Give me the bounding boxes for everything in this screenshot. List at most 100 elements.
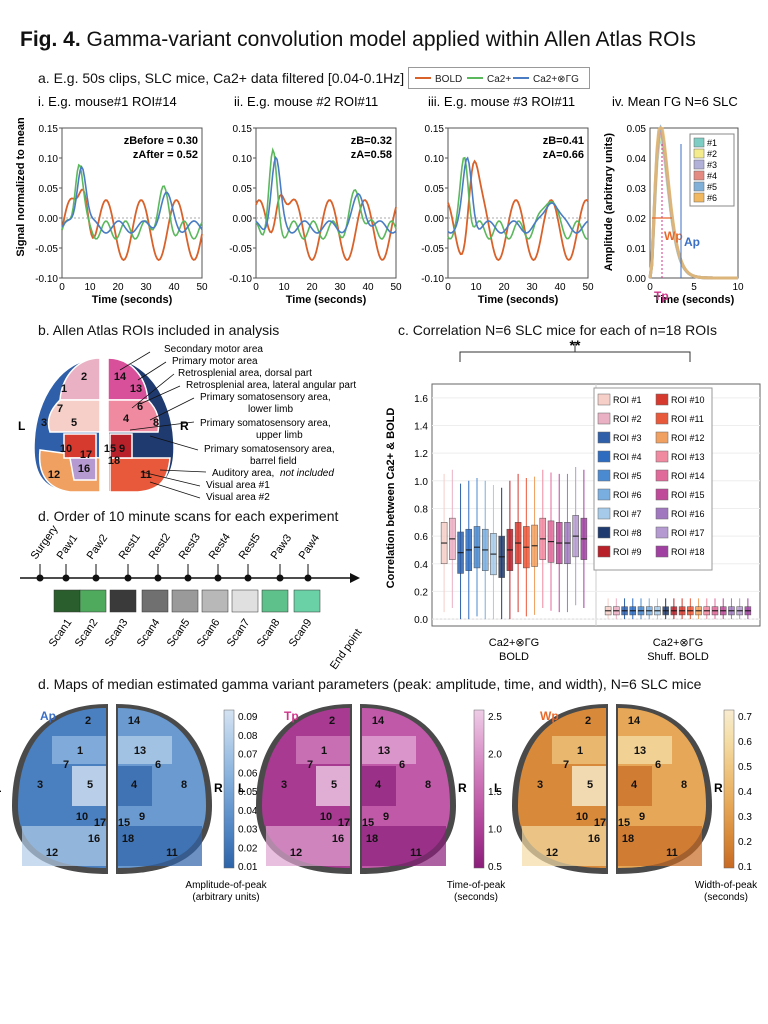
map-wp-roi-9: 9 bbox=[639, 811, 645, 823]
trace-conv-ii bbox=[255, 155, 397, 234]
roi-number-2: 2 bbox=[81, 371, 87, 383]
c-legend-label-3: ROI #3 bbox=[613, 433, 642, 443]
c-legend-label-10: ROI #10 bbox=[671, 395, 705, 405]
figure-title: Fig. 4. Gamma-variant convolution model … bbox=[20, 28, 696, 51]
iv-ap-label: Ap bbox=[684, 235, 700, 249]
subpanel-title-ii: ii. E.g. mouse #2 ROI#11 bbox=[234, 94, 378, 109]
roi-leader-4 bbox=[149, 397, 195, 421]
roi-label-5: lower limb bbox=[248, 404, 293, 415]
event-label-6: Rest4 bbox=[207, 531, 233, 561]
iv-legend-swatch-1 bbox=[693, 137, 705, 148]
map-wp-roi-11: 11 bbox=[666, 847, 678, 859]
scan-block-6 bbox=[201, 589, 229, 613]
colorbar-tp-tick-0: 2.5 bbox=[488, 712, 502, 723]
map-wp-roi-14: 14 bbox=[628, 715, 641, 727]
c-legend-label-9: ROI #9 bbox=[613, 547, 642, 557]
roi-label-6: Primary somatosensory area, bbox=[200, 418, 331, 429]
map-ap-region-f bbox=[118, 826, 202, 866]
c-legend-swatch-3 bbox=[597, 431, 611, 444]
roi-area-1 bbox=[47, 399, 101, 433]
event-label-1: Paw1 bbox=[55, 532, 81, 561]
iv-legend-label-1: #1 bbox=[707, 138, 717, 148]
roi-leader-1 bbox=[137, 361, 167, 381]
c-legend-swatch-10 bbox=[655, 393, 669, 406]
roi-label-3: Retrosplenial area, lateral angular part bbox=[186, 380, 356, 391]
colorbar-ap bbox=[223, 709, 235, 869]
iv-ytick-0: 0.05 bbox=[627, 124, 647, 135]
subpanel-title-iii: iii. E.g. mouse #3 ROI#11 bbox=[428, 94, 575, 109]
map-ap-roi-7: 7 bbox=[63, 759, 69, 771]
xtick-i-5: 50 bbox=[196, 282, 208, 293]
event-label-3: Rest1 bbox=[117, 531, 143, 561]
group2-label-line1: Ca2+⊗ΓG bbox=[653, 637, 703, 649]
roi-number-12: 12 bbox=[48, 469, 60, 481]
map-tp-region-f bbox=[362, 826, 446, 866]
iv-ytick-1: 0.04 bbox=[627, 154, 647, 165]
panel-a-heading: a. E.g. 50s clips, SLC mice, Ca2+ data f… bbox=[38, 70, 405, 86]
map-ap-roi-8: 8 bbox=[181, 779, 187, 791]
c-legend-label-14: ROI #14 bbox=[671, 471, 705, 481]
c-legend-swatch-12 bbox=[655, 431, 669, 444]
map-wp-roi-13: 13 bbox=[634, 745, 646, 757]
roi-number-5: 5 bbox=[71, 417, 77, 429]
ytick-i-5: -0.10 bbox=[35, 274, 58, 285]
ytick-i-1: 0.10 bbox=[39, 154, 59, 165]
scan-block-3 bbox=[109, 589, 137, 613]
iv-legend-label-2: #2 bbox=[707, 149, 717, 159]
z-after-iii: zA=0.66 bbox=[543, 149, 584, 161]
roi-area-9 bbox=[109, 433, 133, 459]
scan-label-9: Scan9 bbox=[287, 617, 315, 649]
map-ap-region-a bbox=[52, 736, 106, 764]
map-ap-roi-13: 13 bbox=[134, 745, 146, 757]
xtick-iii-4: 40 bbox=[554, 282, 566, 293]
z-after-i: zAfter = 0.52 bbox=[133, 149, 198, 161]
xtick-i-3: 30 bbox=[140, 282, 152, 293]
scan-label-5: Scan5 bbox=[165, 617, 193, 649]
scan-label-3: Scan3 bbox=[103, 617, 131, 649]
xtick-iii-3: 30 bbox=[526, 282, 538, 293]
colorbar-ap-tick-6: 0.03 bbox=[238, 825, 258, 836]
ytick-iii-2: 0.05 bbox=[425, 184, 445, 195]
ytick-iii-1: 0.10 bbox=[425, 154, 445, 165]
c-legend-label-18: ROI #18 bbox=[671, 547, 705, 557]
map-wp-region-e bbox=[522, 826, 606, 866]
event-label-8: Paw3 bbox=[269, 532, 295, 561]
colorbar-wp-label-2: (seconds) bbox=[704, 892, 748, 903]
significance-marker: ** bbox=[570, 338, 581, 353]
subpanel-title-iv: iv. Mean ΓG N=6 SLC bbox=[612, 94, 738, 109]
c-legend-swatch-2 bbox=[597, 412, 611, 425]
roi-number-18: 18 bbox=[108, 455, 120, 467]
panel-a-plots: Signal normalized to mean i. E.g. mouse#1… bbox=[15, 94, 744, 306]
map-wp-roi-1: 1 bbox=[577, 745, 583, 757]
map-wp-roi-12: 12 bbox=[546, 847, 558, 859]
c-legend-swatch-9 bbox=[597, 545, 611, 558]
map-ap-roi-16: 16 bbox=[88, 833, 100, 845]
map-tp-roi-16: 16 bbox=[332, 833, 344, 845]
scan-label-7: Scan7 bbox=[225, 617, 253, 649]
map-wp-roi-15: 15 bbox=[618, 817, 630, 829]
colorbar-ap-tick-7: 0.02 bbox=[238, 843, 258, 854]
panel-d-maps: 214113763854109171516181211LRAp0.090.080… bbox=[0, 704, 758, 903]
iv-ytick-5: 0.00 bbox=[627, 274, 647, 285]
c-ytick-4: 0.8 bbox=[414, 504, 428, 515]
ytick-ii-3: 0.00 bbox=[233, 214, 253, 225]
colorbar-ap-tick-4: 0.05 bbox=[238, 787, 258, 798]
scan-block-9 bbox=[293, 589, 321, 613]
xtick-iii-1: 10 bbox=[470, 282, 482, 293]
ytick-ii-2: 0.05 bbox=[233, 184, 253, 195]
colorbar-ap-tick-8: 0.01 bbox=[238, 862, 258, 873]
scan-block-5 bbox=[171, 589, 199, 613]
c-ytick-3: 1.0 bbox=[414, 477, 428, 488]
map-tp-roi-3: 3 bbox=[281, 779, 287, 791]
map-tp-roi-14: 14 bbox=[372, 715, 385, 727]
legend-label-0: BOLD bbox=[435, 74, 462, 85]
colorbar-wp-label-1: Width-of-peak bbox=[695, 880, 758, 891]
panel-a-legend: BOLD Ca2+ Ca2+⊗ΓG bbox=[408, 67, 590, 89]
scan-block-8 bbox=[261, 589, 289, 613]
xtick-ii-4: 40 bbox=[362, 282, 374, 293]
map-wp-roi-2: 2 bbox=[585, 715, 591, 727]
c-legend-swatch-11 bbox=[655, 412, 669, 425]
roi-number-6: 6 bbox=[137, 401, 143, 413]
brain-left-label: L bbox=[18, 419, 25, 433]
map-wp-roi-3: 3 bbox=[537, 779, 543, 791]
